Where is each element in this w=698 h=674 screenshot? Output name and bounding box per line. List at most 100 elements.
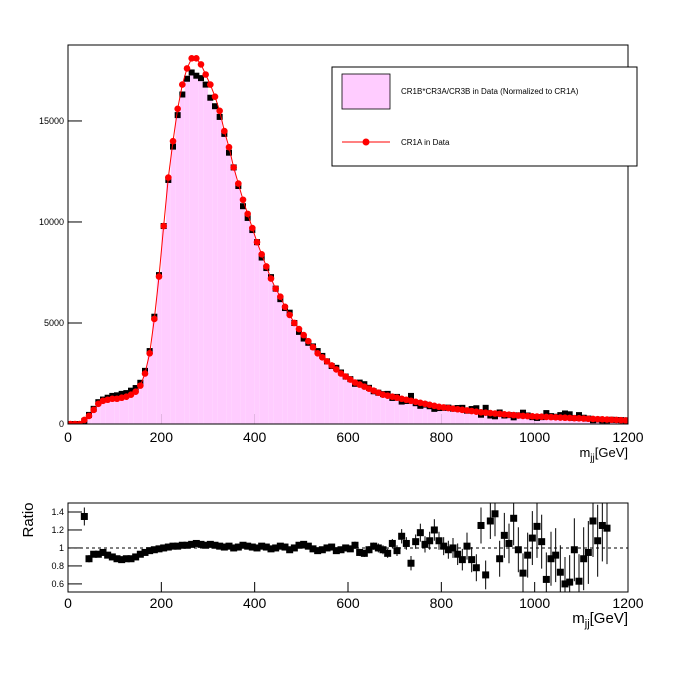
histogram-bar — [418, 405, 423, 424]
histogram-bar — [105, 397, 110, 424]
y-tick-label: 1.2 — [51, 525, 64, 535]
legend: CR1B*CR3A/CR3B in Data (Normalized to CR… — [331, 66, 638, 167]
histogram-bar — [287, 312, 292, 424]
histogram-marker — [188, 69, 195, 76]
ratio-point — [580, 555, 588, 563]
ratio-point — [309, 545, 317, 553]
ratio-point — [416, 529, 424, 537]
ratio-point — [584, 548, 592, 556]
x-label-unit: [GeV] — [590, 610, 628, 627]
x-tick-label: 0 — [64, 595, 72, 611]
histogram-bar — [278, 299, 283, 424]
ratio-point — [328, 543, 336, 551]
ratio-point — [286, 546, 294, 554]
data-point — [258, 250, 265, 258]
histogram-marker — [174, 112, 181, 119]
data-point — [179, 81, 186, 88]
data-point — [202, 71, 209, 78]
ratio-point — [505, 539, 513, 547]
ratio-point — [295, 541, 303, 549]
legend-marker — [362, 138, 370, 146]
ratio-point — [253, 544, 261, 552]
histogram-bar — [166, 179, 171, 424]
data-point — [337, 370, 345, 377]
histogram-marker — [202, 81, 209, 88]
ratio-point — [552, 551, 560, 559]
ratio-point — [458, 556, 466, 564]
data-point — [165, 174, 172, 181]
ratio-point — [164, 543, 172, 551]
x-tick-label: 600 — [336, 595, 360, 611]
data-point — [244, 210, 251, 218]
ratio-point — [206, 540, 214, 548]
data-point — [347, 376, 354, 383]
ratio-point — [468, 556, 476, 564]
data-point — [277, 293, 284, 301]
histogram-bar — [86, 414, 92, 424]
histogram-marker — [543, 410, 550, 417]
ratio-point — [575, 577, 583, 585]
ratio-point — [412, 538, 420, 546]
ratio-point — [155, 545, 163, 553]
x-tick-label: 1200 — [612, 429, 643, 445]
ratio-point — [169, 542, 177, 550]
histogram-bar — [100, 399, 106, 424]
data-point — [193, 55, 200, 62]
data-point — [225, 143, 233, 151]
x-tick-label: 200 — [150, 429, 174, 445]
histogram-bar — [231, 167, 236, 424]
legend-label: CR1B*CR3A/CR3B in Data (Normalized to CR… — [401, 87, 579, 96]
data-point — [561, 414, 569, 422]
ratio-point — [104, 551, 112, 559]
histogram-bar — [469, 409, 474, 424]
histogram-bar — [376, 392, 381, 424]
data-point — [328, 362, 335, 369]
ratio-point — [332, 547, 340, 555]
data-point — [314, 349, 321, 357]
ratio-point — [183, 541, 191, 549]
ratio-point — [127, 555, 135, 563]
data-point — [538, 413, 545, 421]
histogram-bar — [175, 115, 180, 424]
ratio-point — [402, 539, 410, 547]
histogram-bar — [152, 316, 157, 424]
ratio-point — [533, 522, 541, 530]
ratio-point — [136, 550, 144, 558]
data-point — [76, 420, 83, 424]
histogram-bar — [502, 415, 507, 424]
histogram-marker — [212, 103, 218, 110]
histogram-bar — [119, 393, 124, 424]
histogram-bar — [222, 133, 227, 424]
data-point — [295, 325, 303, 333]
ratio-point — [244, 542, 252, 550]
histogram-bar — [413, 403, 418, 424]
histogram-bar — [450, 408, 456, 424]
histogram-bar — [539, 417, 544, 424]
ratio-point — [440, 542, 448, 550]
data-point — [239, 196, 247, 204]
ratio-point — [393, 547, 401, 555]
ratio-point — [444, 546, 452, 554]
ratio-point — [594, 537, 602, 545]
histogram-bar — [250, 230, 255, 424]
histogram-bar — [212, 106, 218, 424]
ratio-point — [426, 537, 434, 545]
histogram-bar — [390, 397, 395, 424]
data-point — [589, 415, 597, 423]
ratio-point — [356, 548, 364, 556]
ratio-point — [477, 521, 485, 529]
ratio-point — [486, 517, 494, 525]
data-point — [188, 55, 195, 62]
ratio-point — [514, 546, 522, 554]
data-point — [543, 413, 550, 421]
data-point — [566, 414, 573, 422]
x-tick-label: 600 — [336, 429, 360, 445]
data-point — [519, 412, 527, 420]
histogram-bar — [427, 406, 432, 424]
histogram-marker — [170, 143, 176, 150]
data-point — [552, 414, 559, 421]
histogram-bar — [282, 308, 288, 424]
ratio-point — [472, 564, 480, 572]
histogram-bar — [446, 407, 451, 424]
